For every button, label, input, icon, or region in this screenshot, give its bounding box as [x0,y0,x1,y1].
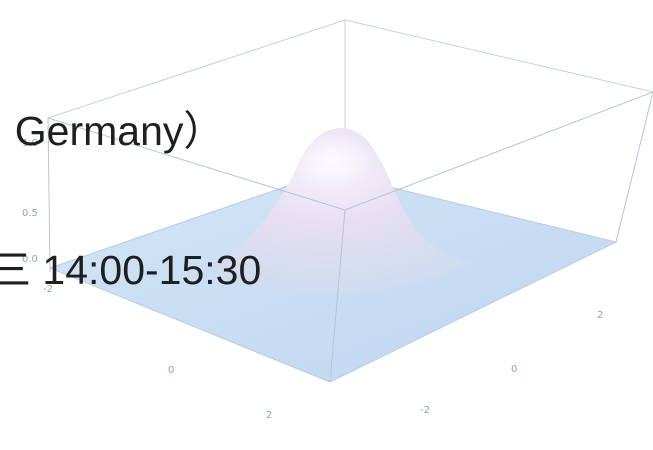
y-tick-label: -2 [420,405,430,416]
z-axis: 0.0 0.5 1.0 [22,138,38,265]
z-tick-label: 1.0 [22,138,38,149]
surface-highlight [295,132,375,188]
x-tick-label: -2 [43,284,53,295]
y-axis: -2 0 2 [420,310,603,416]
z-tick-label: 0.0 [22,254,38,265]
x-tick-label: 0 [168,365,174,376]
y-tick-label: 2 [597,310,603,321]
plot-box-front [47,91,653,383]
x-axis: -2 0 2 [43,284,272,421]
x-tick-label: 2 [266,410,272,421]
z-tick-label: 0.5 [22,208,38,219]
slide-text-location: , Germany） [0,108,225,154]
surface-peak [198,128,470,293]
slide-text-time: 三 14:00-15:30 [0,247,262,293]
y-tick-label: 0 [511,364,517,375]
